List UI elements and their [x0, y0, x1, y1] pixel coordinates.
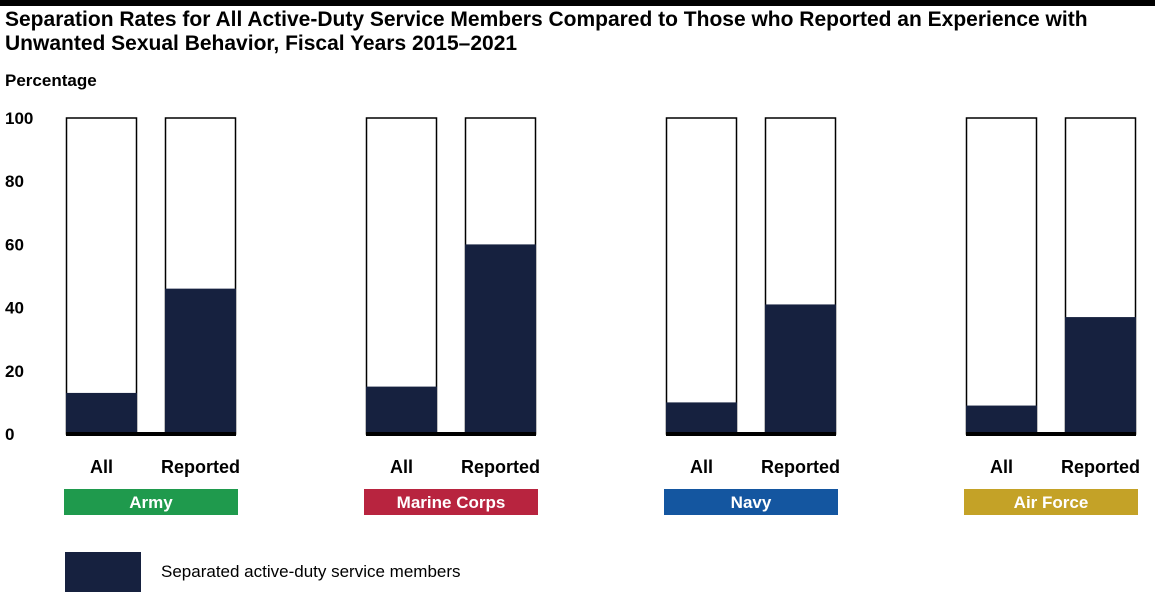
bar-outline-army-all: [65, 117, 138, 435]
top-rule: [0, 0, 1155, 6]
legend: Separated active-duty service members: [65, 552, 461, 592]
y-tick-label: 0: [5, 425, 14, 444]
group-band-marine-corps: [364, 489, 538, 515]
x-tick-label: All: [90, 457, 113, 477]
group-label: Navy: [731, 493, 772, 512]
bar-air-force-reported: [1065, 317, 1136, 434]
bar-outline-navy-all: [665, 117, 738, 435]
group-band-air-force: [964, 489, 1138, 515]
x-tick-label: All: [690, 457, 713, 477]
y-axis-label: Percentage: [5, 71, 97, 90]
legend-label: Separated active-duty service members: [161, 562, 461, 581]
y-tick-label: 80: [5, 172, 24, 191]
bar-outline-marine-corps-all: [365, 117, 438, 435]
bar-marine-corps-all: [366, 386, 437, 434]
bar-marine-corps-reported: [465, 244, 536, 434]
bar-navy-all: [666, 402, 737, 434]
x-tick-label: All: [990, 457, 1013, 477]
legend-swatch: [65, 552, 141, 592]
bar-outline-air-force-all: [965, 117, 1038, 435]
y-tick-label: 60: [5, 235, 24, 254]
y-tick-label: 40: [5, 299, 24, 318]
x-tick-label: Reported: [761, 457, 840, 477]
bar-chart: 0 20 40 60 80 100 All Reported Army All Reported Ma…: [5, 109, 1140, 515]
bar-navy-reported: [765, 304, 836, 434]
group-band-navy: [664, 489, 838, 515]
group-label: Air Force: [1014, 493, 1089, 512]
group-label: Marine Corps: [397, 493, 506, 512]
x-tick-label: Reported: [161, 457, 240, 477]
y-tick-label: 20: [5, 362, 24, 381]
x-tick-label: Reported: [461, 457, 540, 477]
y-tick-label: 100: [5, 109, 33, 128]
chart-title: Separation Rates for All Active-Duty Ser…: [5, 8, 1088, 55]
group-label: Army: [129, 493, 173, 512]
bar-army-reported: [165, 288, 236, 434]
bar-army-all: [66, 392, 137, 434]
bar-air-force-all: [966, 405, 1037, 434]
group-band-army: [64, 489, 238, 515]
x-tick-label: Reported: [1061, 457, 1140, 477]
x-tick-label: All: [390, 457, 413, 477]
